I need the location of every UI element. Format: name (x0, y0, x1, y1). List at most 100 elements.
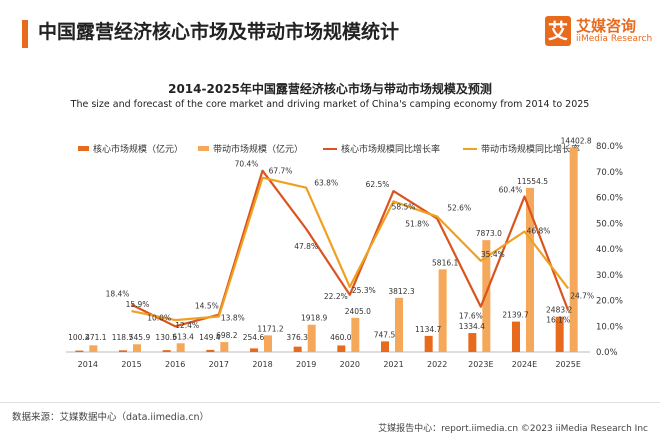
y2-tick-label: 30.0% (596, 271, 623, 281)
data-source: 数据来源：艾媒数据中心（data.iimedia.cn） (12, 412, 210, 423)
x-tick-label: 2021 (383, 360, 403, 369)
bar-driven-2024e (526, 187, 534, 352)
y2-tick-label: 80.0% (596, 142, 623, 152)
line-value-label: 14.5% (195, 302, 219, 311)
bar-value-label: 7873.0 (476, 229, 502, 238)
bar-core-2024e (512, 321, 520, 352)
bar-value-label: 14402.8 (561, 136, 592, 145)
bar-value-label: 11554.5 (517, 177, 548, 186)
bar-value-label: 698.2 (216, 331, 238, 340)
line-value-label: 46.8% (527, 226, 551, 235)
bar-value-label: 3812.3 (388, 287, 414, 296)
bar-core-2022 (424, 335, 433, 352)
legend-swatch-core-size (78, 146, 89, 151)
header-bar: 中国露营经济核心市场及带动市场规模统计 艾 艾媒咨询 iiMedia Resea… (0, 0, 660, 62)
legend-line-driven-growth (463, 147, 477, 150)
line-value-label: 10.0% (147, 313, 171, 322)
line-value-label: 47.8% (294, 242, 318, 251)
bar-core-2023e (468, 333, 477, 352)
line-value-label: 52.6% (447, 204, 471, 213)
bar-driven-2018 (264, 335, 272, 352)
bar-core-2019 (293, 346, 302, 352)
bar-driven-2021 (395, 297, 403, 352)
x-tick-label: 2017 (209, 360, 229, 369)
y2-tick-label: 40.0% (596, 245, 623, 255)
bar-value-label: 1171.2 (257, 324, 283, 333)
x-tick-label: 2022 (427, 360, 447, 369)
line-value-label: 24.7% (570, 291, 594, 300)
bar-core-2020 (337, 345, 346, 352)
line-value-label: 18.4% (106, 290, 130, 299)
bar-driven-2023e (482, 240, 491, 352)
y2-tick-label: 0.0% (596, 348, 618, 358)
legend-item-driven-size: 带动市场规模（亿元） (198, 142, 303, 155)
legend-label-driven-size: 带动市场规模（亿元） (213, 145, 304, 155)
footer-copyright: 艾媒报告中心：report.iimedia.cn ©2023 iiMedia R… (378, 424, 648, 434)
x-tick-label: 2024E (512, 360, 537, 369)
line-value-label: 15.9% (126, 300, 150, 309)
chart-subtitle: The size and forecast of the core market… (70, 99, 590, 110)
line-value-label: 70.4% (235, 160, 259, 169)
x-tick-label: 2019 (296, 360, 316, 369)
legend-label-driven-growth: 带动市场规模同比增长率 (481, 145, 581, 155)
bar-value-label: 471.1 (85, 333, 107, 342)
bar-driven-2016 (176, 343, 185, 352)
x-tick-label: 2018 (252, 360, 272, 369)
y2-tick-label: 70.0% (596, 168, 623, 178)
bar-value-label: 545.9 (129, 333, 151, 342)
bar-core-2016 (162, 350, 171, 352)
line-value-label: 12.4% (175, 321, 199, 330)
bar-value-label: 1334.4 (459, 322, 485, 331)
bar-value-label: 2483.2 (546, 306, 572, 315)
line-value-label: 58.5% (392, 202, 416, 211)
line-value-label: 16.1% (546, 316, 570, 325)
bar-core-2014 (75, 350, 84, 352)
bar-driven-2015 (133, 344, 141, 352)
bar-driven-2025e (569, 147, 578, 352)
bar-value-label: 149.4 (199, 333, 221, 342)
x-tick-label: 2014 (78, 360, 98, 369)
bar-driven-2022 (438, 269, 447, 352)
legend-swatch-driven-size (198, 146, 209, 151)
x-tick-label: 2020 (340, 360, 360, 369)
page-title: 中国露营经济核心市场及带动市场规模统计 (38, 21, 400, 43)
bar-core-2021 (381, 341, 389, 352)
line-value-label: 13.8% (221, 313, 245, 322)
y2-tick-label: 20.0% (596, 297, 623, 307)
x-tick-label: 2016 (165, 360, 185, 369)
bar-value-label: 118.7 (112, 333, 134, 342)
line-value-label: 25.3% (352, 286, 376, 295)
brand-logo-icon: 艾 (545, 16, 571, 46)
bar-value-label: 5816.1 (432, 258, 458, 267)
brand-name-en: iiMedia Research (576, 34, 653, 44)
bar-value-label: 2139.7 (502, 311, 528, 320)
line-value-label: 67.7% (269, 167, 293, 176)
legend-line-core-growth (323, 147, 337, 150)
bar-driven-2019 (307, 324, 316, 352)
bar-value-label: 376.3 (286, 333, 308, 342)
legend-item-core-size: 核心市场规模（亿元） (78, 142, 183, 155)
footer-divider (0, 402, 660, 403)
bar-driven-2020 (351, 317, 360, 352)
legend-label-core-size: 核心市场规模（亿元） (93, 145, 184, 155)
header-accent-bar (22, 20, 28, 48)
bar-value-label: 100.2 (68, 333, 90, 342)
chart-legend: 核心市场规模（亿元） 带动市场规模（亿元） 核心市场规模同比增长率 带动市场规模… (78, 142, 598, 156)
bar-driven-2014 (89, 345, 98, 352)
bar-value-label: 2405.0 (345, 307, 371, 316)
bar-value-label: 1134.7 (415, 325, 441, 334)
bar-core-2015 (119, 350, 127, 352)
x-tick-label: 2023E (468, 360, 493, 369)
chart-title: 2014-2025年中国露营经济核心市场与带动市场规模及预测 (168, 82, 492, 96)
bar-core-2025e (555, 316, 564, 352)
line-value-label: 60.4% (499, 185, 523, 194)
brand-name-cn: 艾媒咨询 (576, 17, 637, 35)
bar-value-label: 460.0 (330, 333, 352, 342)
x-tick-label: 2015 (121, 360, 141, 369)
legend-item-core-growth: 核心市场规模同比增长率 (323, 142, 440, 155)
y2-tick-label: 60.0% (596, 194, 623, 204)
bar-value-label: 613.4 (172, 332, 194, 341)
bar-value-label: 1918.9 (301, 314, 327, 323)
bar-core-2017 (206, 349, 215, 352)
